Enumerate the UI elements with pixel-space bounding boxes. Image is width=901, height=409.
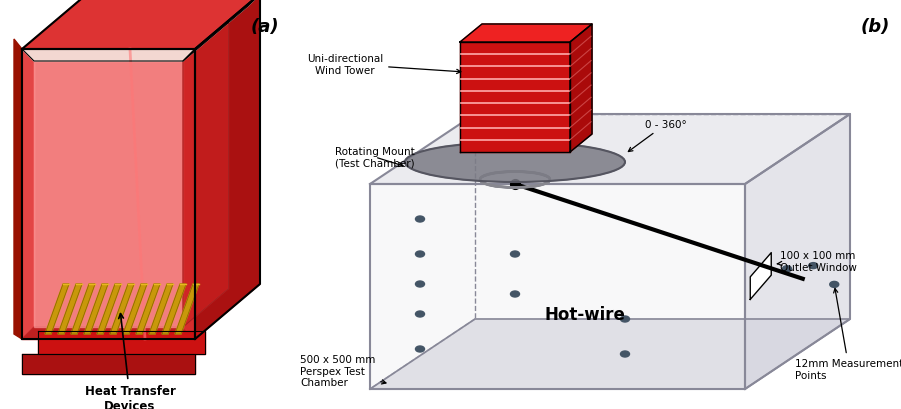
Text: Hot-wire: Hot-wire bbox=[545, 305, 626, 323]
Polygon shape bbox=[22, 354, 195, 374]
Polygon shape bbox=[22, 50, 195, 339]
Ellipse shape bbox=[621, 316, 630, 322]
Ellipse shape bbox=[405, 143, 625, 182]
Polygon shape bbox=[460, 25, 592, 43]
Polygon shape bbox=[745, 115, 850, 389]
Ellipse shape bbox=[415, 311, 424, 317]
Polygon shape bbox=[22, 50, 195, 62]
Polygon shape bbox=[460, 43, 570, 153]
Polygon shape bbox=[14, 40, 22, 339]
Ellipse shape bbox=[415, 216, 424, 222]
Polygon shape bbox=[71, 284, 95, 334]
Text: 100 x 100 mm
Outlet Window: 100 x 100 mm Outlet Window bbox=[777, 251, 857, 272]
Polygon shape bbox=[183, 0, 260, 62]
Polygon shape bbox=[123, 284, 147, 334]
Polygon shape bbox=[162, 284, 186, 334]
Ellipse shape bbox=[782, 266, 791, 272]
Text: 500 x 500 mm
Perspex Test
Chamber: 500 x 500 mm Perspex Test Chamber bbox=[300, 354, 386, 387]
Polygon shape bbox=[370, 319, 850, 389]
Polygon shape bbox=[570, 25, 592, 153]
Polygon shape bbox=[745, 115, 850, 389]
Polygon shape bbox=[751, 253, 771, 300]
Polygon shape bbox=[22, 0, 260, 50]
Polygon shape bbox=[58, 284, 82, 334]
Polygon shape bbox=[34, 62, 183, 327]
Text: 0 - 360°: 0 - 360° bbox=[628, 120, 687, 152]
Ellipse shape bbox=[415, 346, 424, 352]
Polygon shape bbox=[370, 115, 850, 184]
Text: Heat Transfer
Devices: Heat Transfer Devices bbox=[85, 314, 176, 409]
Polygon shape bbox=[195, 0, 260, 339]
Text: (b): (b) bbox=[860, 18, 889, 36]
Text: Uni-directional
Wind Tower: Uni-directional Wind Tower bbox=[307, 54, 460, 76]
Polygon shape bbox=[97, 284, 121, 334]
Ellipse shape bbox=[621, 351, 630, 357]
Polygon shape bbox=[183, 50, 195, 339]
Polygon shape bbox=[22, 50, 195, 62]
Ellipse shape bbox=[511, 291, 520, 297]
Polygon shape bbox=[22, 50, 34, 339]
Ellipse shape bbox=[415, 252, 424, 257]
Ellipse shape bbox=[809, 263, 818, 269]
Polygon shape bbox=[84, 284, 108, 334]
Polygon shape bbox=[110, 284, 134, 334]
Polygon shape bbox=[45, 284, 69, 334]
Polygon shape bbox=[183, 23, 229, 327]
Polygon shape bbox=[370, 184, 745, 389]
Ellipse shape bbox=[415, 281, 424, 287]
Polygon shape bbox=[149, 284, 173, 334]
Polygon shape bbox=[38, 331, 205, 354]
Ellipse shape bbox=[511, 252, 520, 257]
Polygon shape bbox=[136, 284, 160, 334]
Text: (a): (a) bbox=[250, 18, 279, 36]
Polygon shape bbox=[22, 327, 195, 339]
Polygon shape bbox=[175, 284, 199, 334]
Polygon shape bbox=[34, 62, 183, 327]
Polygon shape bbox=[370, 319, 850, 389]
Text: 12mm Measurement
Points: 12mm Measurement Points bbox=[795, 289, 901, 380]
Ellipse shape bbox=[830, 282, 839, 288]
Text: Rotating Mount
(Test Chamber): Rotating Mount (Test Chamber) bbox=[335, 147, 414, 169]
